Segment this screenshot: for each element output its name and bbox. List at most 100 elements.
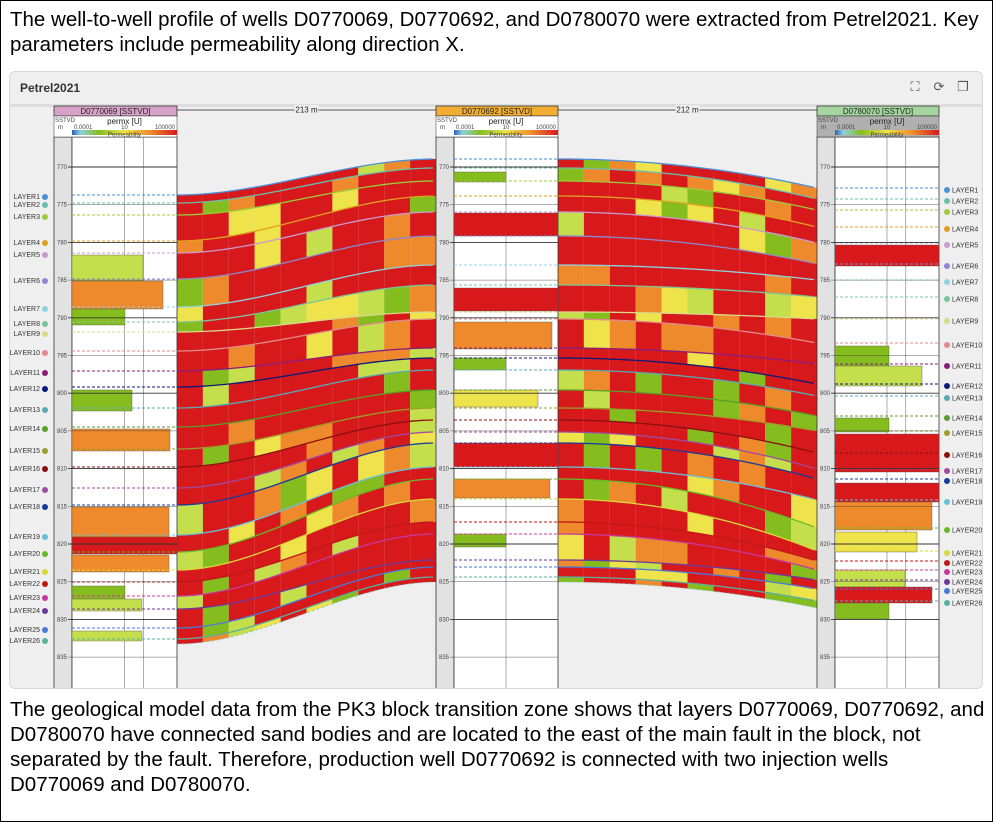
section-1-cell: [384, 391, 411, 413]
section-1-cell: [254, 292, 281, 315]
section-2-cell: [558, 168, 584, 182]
depth-tick-label: 770: [820, 165, 831, 171]
section-2-cell: [558, 408, 584, 421]
horizon-line-10: [557, 318, 815, 344]
layer-marker-icon: [944, 415, 950, 421]
section-2-cell: [765, 334, 792, 361]
log-name: permx [U]: [870, 117, 905, 126]
horizon-line-23: [557, 533, 815, 570]
section-1-cell: [280, 257, 307, 293]
section-1-cell: [410, 479, 436, 501]
section-1-cell: [254, 413, 281, 441]
section-2-cell: [739, 402, 766, 423]
section-2-cell: [609, 421, 636, 436]
section-1-cell: [358, 573, 385, 591]
section-1-cell: [228, 314, 255, 330]
scale-mid: 10: [503, 125, 510, 131]
section-2-cell: [713, 327, 740, 356]
horizon-line-2: [557, 167, 815, 199]
section-1-cell: [280, 232, 307, 264]
layer-marker-icon: [42, 627, 48, 633]
depth-tick-label: 815: [820, 504, 831, 510]
scale-min: 0.0001: [837, 125, 856, 131]
section-1-cell: [384, 535, 411, 566]
section-2-cell: [609, 348, 636, 361]
horizon-line-8: [557, 284, 815, 298]
section-1-cell: [228, 598, 255, 622]
depth-tick-label: 785: [57, 278, 68, 284]
layer-label-left: LAYER12: [10, 386, 40, 393]
caption-bottom: The geological model data from the PK3 b…: [10, 698, 985, 796]
section-1-cell: [306, 368, 333, 389]
copy-icon[interactable]: ❐: [957, 79, 969, 94]
refresh-icon[interactable]: ⟳: [933, 79, 945, 94]
section-2-cell: [661, 528, 688, 543]
well-track-1: 770 775 780 785 790 795 800 805 810 815 820 825 830 8…: [53, 105, 178, 688]
section-1-cell: [228, 344, 255, 369]
section-2-cell: [739, 195, 766, 216]
section-1-cell: [202, 482, 229, 504]
section-2-cell: [791, 461, 817, 479]
section-1-cell: [384, 181, 411, 201]
permx-bar: [834, 244, 940, 267]
layer-label-right: LAYER17: [952, 469, 982, 476]
section-2-cell: [583, 265, 610, 286]
section-1-cell: [202, 211, 229, 240]
section-1-cell: [410, 522, 436, 536]
permx-bar: [71, 536, 178, 555]
layer-marker-icon: [944, 198, 950, 204]
layer-marker-icon: [42, 569, 48, 575]
section-2-cell: [635, 568, 662, 581]
section-1-cell: [280, 597, 307, 618]
section-2-cell: [765, 231, 792, 259]
section-2-cell: [635, 422, 662, 438]
permx-bar: [453, 533, 507, 548]
log-name: permx [U]: [489, 117, 524, 126]
depth-tick-label: 820: [820, 542, 831, 548]
section-1-cell: [202, 318, 229, 332]
permx-bar: [453, 287, 559, 312]
section-1-cell: [280, 303, 307, 325]
section-1-cell: [228, 399, 255, 424]
layer-marker-icon: [42, 370, 48, 376]
section-2-cell: [583, 212, 610, 238]
section-1-cell: [202, 236, 229, 252]
layer-marker-icon: [42, 638, 48, 644]
fullscreen-icon[interactable]: ⛶: [910, 79, 920, 94]
depth-tick-label: 790: [439, 316, 450, 322]
depth-tick-label: 830: [57, 617, 68, 623]
well-name: D0770069 [SSTVD]: [80, 107, 150, 116]
section-2-cell: [558, 196, 584, 213]
section-1-cell: [306, 192, 333, 219]
section-2-cell: [765, 316, 792, 339]
section-2-cell: [583, 443, 610, 469]
section-1-cell: [228, 456, 255, 483]
section-2-cell: [765, 581, 792, 597]
well-section-canvas[interactable]: 770 775 780 785 790 795 800 805 810 815 820 825 830 8…: [10, 72, 983, 689]
section-1-cell: [254, 560, 281, 583]
section-2-cell: [687, 219, 714, 247]
section-2-cell: [713, 179, 740, 196]
depth-tick-label: 815: [439, 504, 450, 510]
title-separator: [10, 104, 982, 107]
section-1-cell: [254, 376, 281, 400]
scale-caption: Permeability: [870, 133, 903, 139]
section-1-cell: [280, 501, 307, 527]
layer-marker-icon: [42, 534, 48, 540]
section-2-cell: [583, 408, 610, 422]
depth-tick-label: 820: [57, 542, 68, 548]
section-2-cell: [661, 563, 688, 573]
section-1-cell: [177, 549, 203, 570]
section-2-cell: [583, 522, 610, 536]
layer-label-right: LAYER19: [952, 500, 982, 507]
section-2-cell: [583, 312, 610, 320]
section-1-cell: [177, 239, 203, 253]
horizon-line-12: [176, 357, 434, 388]
section-2-cell: [713, 246, 740, 273]
layer-label-left: LAYER26: [10, 638, 40, 645]
layer-label-left: LAYER19: [10, 534, 40, 541]
section-2-cell: [687, 203, 714, 224]
section-2-cell: [765, 466, 792, 494]
section-1-cell: [410, 319, 436, 349]
permx-bar: [834, 569, 906, 588]
